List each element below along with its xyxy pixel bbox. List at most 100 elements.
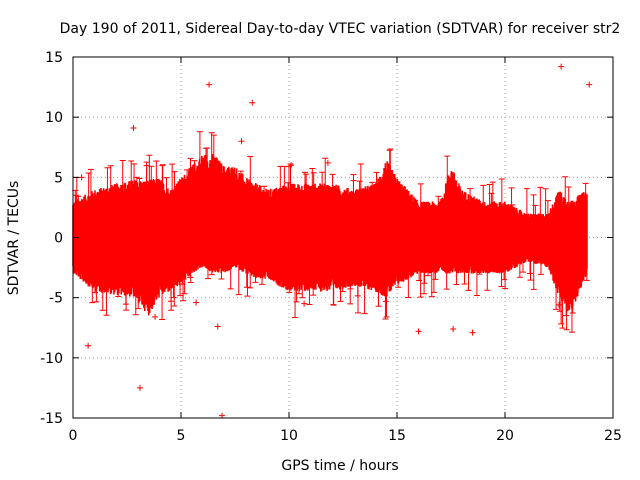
data-spike xyxy=(467,188,474,238)
data-spike xyxy=(473,237,480,297)
axes: 0 5 10 15 20 25 15 10 5 0 -5 -10 -15 xyxy=(40,50,622,444)
data-spike xyxy=(544,200,551,238)
data-spike xyxy=(227,237,234,290)
data-spike xyxy=(562,176,569,238)
x-axis-label: GPS time / hours xyxy=(281,458,398,474)
data-spike xyxy=(527,237,534,281)
data-point xyxy=(469,329,476,336)
data-spike xyxy=(187,237,194,283)
data-spike xyxy=(395,237,402,288)
data-point xyxy=(288,162,295,169)
data-spike xyxy=(354,237,361,297)
y-tick-label: 0 xyxy=(54,231,63,247)
data-spike xyxy=(196,131,203,238)
data-spike xyxy=(170,237,177,299)
data-spike xyxy=(277,165,284,238)
data-point xyxy=(136,384,143,391)
data-spike xyxy=(204,237,211,280)
data-spike xyxy=(350,174,357,238)
data-spike xyxy=(530,237,537,290)
data-spike xyxy=(537,186,544,238)
data-spike xyxy=(516,237,523,278)
data-spike xyxy=(461,237,468,285)
data-spike xyxy=(583,237,590,281)
data-spike xyxy=(339,237,346,293)
data-spike xyxy=(356,180,363,238)
data-spike xyxy=(484,237,491,291)
y-axis-label: SDTVAR / TECUs xyxy=(6,181,22,296)
data-spike xyxy=(87,168,94,238)
data-spike xyxy=(322,157,329,238)
data-spike xyxy=(132,237,139,316)
data-spike xyxy=(386,149,393,238)
data-spike xyxy=(133,176,140,238)
data-spike xyxy=(309,168,316,238)
data-spike xyxy=(93,237,100,303)
data-point xyxy=(130,124,137,131)
data-spike xyxy=(383,237,390,318)
data-spike xyxy=(453,237,460,286)
data-spike xyxy=(489,181,496,238)
data-point xyxy=(301,300,308,307)
data-spike xyxy=(107,165,114,238)
data-spike xyxy=(146,154,153,238)
data-spike xyxy=(563,237,570,331)
data-spike xyxy=(91,237,98,294)
data-spike xyxy=(301,171,308,238)
data-spike xyxy=(443,237,450,290)
data-spike xyxy=(480,184,487,238)
data-spike xyxy=(530,194,537,238)
data-spike xyxy=(119,160,126,238)
data-spike xyxy=(565,186,572,238)
data-spike xyxy=(527,237,534,275)
data-spike xyxy=(99,237,106,311)
data-spike xyxy=(568,237,575,333)
data-spike xyxy=(369,181,376,238)
data-spike xyxy=(428,237,435,298)
data-spike xyxy=(287,163,294,238)
data-spike xyxy=(417,183,424,238)
data-spike xyxy=(243,237,250,288)
data-spike xyxy=(85,172,92,238)
x-tick-label: 10 xyxy=(280,428,298,444)
data-spike xyxy=(159,164,166,238)
data-spike xyxy=(299,237,306,299)
data-point xyxy=(152,313,159,320)
data-point xyxy=(78,174,85,181)
data-point xyxy=(450,325,457,332)
data-spike xyxy=(498,237,505,287)
data-spike xyxy=(252,237,259,283)
data-spike xyxy=(295,237,302,295)
data-spike xyxy=(347,237,354,290)
y-tick-label: 5 xyxy=(54,170,63,186)
y-tick-label: 10 xyxy=(45,110,63,126)
data-band xyxy=(72,154,588,316)
data-spike xyxy=(89,237,96,304)
data-spike xyxy=(72,194,79,238)
data-spike xyxy=(357,163,364,238)
data-point xyxy=(586,81,593,88)
data-spike xyxy=(208,132,215,238)
x-tick-label: 20 xyxy=(496,428,514,444)
data-spike xyxy=(310,172,317,238)
data-spike xyxy=(582,182,589,238)
data-spike xyxy=(532,204,539,238)
data-spike xyxy=(508,187,515,238)
data-spike xyxy=(143,161,150,238)
data-spike xyxy=(421,237,428,295)
y-tick-label: 15 xyxy=(45,50,63,66)
data-spike xyxy=(163,177,170,238)
data-spike xyxy=(465,237,472,291)
data-spike xyxy=(498,178,505,238)
data-point xyxy=(238,138,245,145)
data-point xyxy=(324,159,331,166)
data-spike xyxy=(244,237,251,297)
data-spike xyxy=(523,188,530,238)
x-tick-label: 5 xyxy=(177,428,186,444)
data-spike xyxy=(184,169,191,238)
data-spike xyxy=(509,204,516,238)
y-tick-label: -10 xyxy=(40,351,63,367)
data-spike xyxy=(382,237,389,320)
data-spike xyxy=(292,237,299,318)
